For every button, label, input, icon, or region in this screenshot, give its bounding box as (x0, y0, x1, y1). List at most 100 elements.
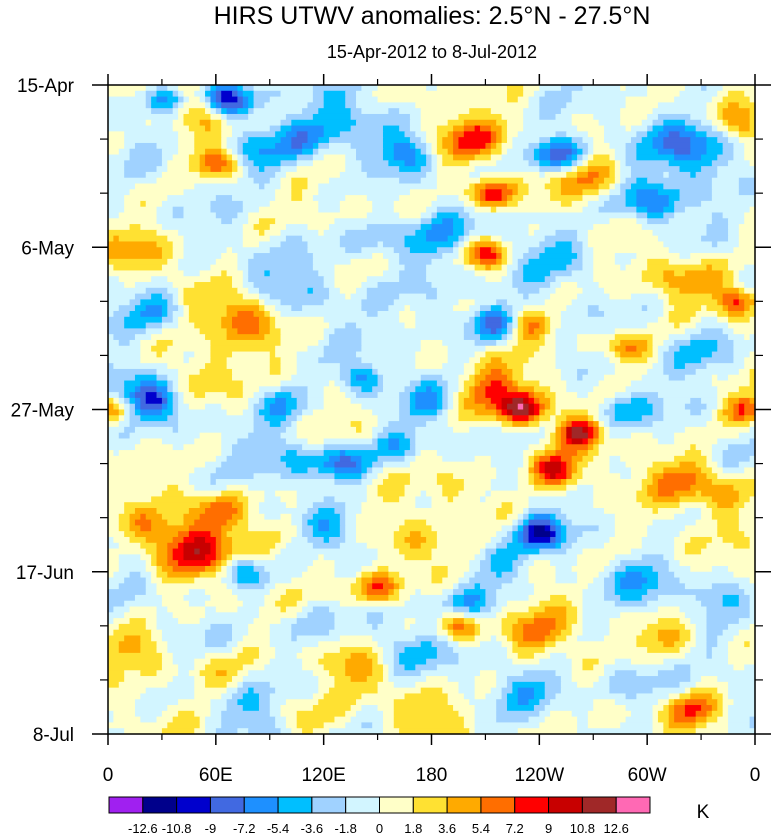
heatmap-cell (533, 693, 546, 700)
heatmap-cell (679, 195, 713, 202)
heatmap-cell (453, 131, 465, 138)
heatmap-cell (668, 160, 713, 167)
heatmap-cell (690, 444, 697, 451)
heatmap-cell (690, 687, 718, 695)
heatmap-cell (641, 571, 659, 579)
heatmap-cell (242, 229, 260, 237)
heatmap-cell (453, 618, 465, 625)
heatmap-cell (108, 264, 114, 272)
heatmap-cell (156, 554, 168, 561)
heatmap-cell (156, 508, 190, 515)
heatmap-cell (560, 183, 600, 190)
heatmap-cell (431, 641, 449, 648)
heatmap-cell (426, 131, 438, 138)
heatmap-cell (501, 357, 530, 364)
heatmap-cell (345, 710, 357, 718)
heatmap-cell (431, 502, 503, 509)
heatmap-cell (512, 241, 540, 248)
heatmap-cell (609, 195, 627, 202)
heatmap-cell (728, 218, 745, 225)
heatmap-cell (733, 664, 745, 671)
heatmap-cell (205, 392, 228, 399)
heatmap-cell (210, 357, 228, 364)
heatmap-cell (124, 166, 158, 173)
heatmap-cell (275, 131, 287, 138)
heatmap-cell (442, 392, 449, 399)
heatmap-cell (690, 148, 708, 156)
heatmap-cell (711, 652, 729, 660)
heatmap-cell (151, 293, 163, 300)
heatmap-cell (496, 716, 530, 724)
heatmap-cell (436, 618, 443, 625)
heatmap-cell (388, 432, 406, 440)
heatmap-cell (463, 224, 476, 231)
heatmap-cell (636, 253, 681, 260)
heatmap-cell (172, 380, 179, 387)
heatmap-cell (307, 183, 319, 190)
heatmap-cell (248, 432, 282, 440)
heatmap-cell (221, 119, 228, 127)
heatmap-cell (415, 322, 465, 329)
heatmap-cell (167, 386, 174, 393)
heatmap-cell (442, 374, 460, 382)
heatmap-cell (258, 502, 287, 509)
heatmap-cell (447, 571, 465, 579)
heatmap-cell (436, 154, 443, 161)
heatmap-cell (232, 525, 249, 532)
heatmap-cell (609, 154, 616, 161)
heatmap-cell (587, 160, 616, 167)
heatmap-cell (695, 473, 708, 480)
heatmap-cell (345, 293, 352, 300)
heatmap-cell (151, 345, 168, 353)
heatmap-cell (501, 142, 513, 150)
heatmap-cell (280, 728, 292, 735)
heatmap-cell (469, 108, 492, 115)
heatmap-cell (614, 554, 643, 561)
heatmap-cell (172, 310, 185, 318)
heatmap-cell (323, 229, 346, 237)
heatmap-cell (307, 345, 325, 353)
heatmap-cell (350, 397, 400, 405)
heatmap-cell (647, 531, 681, 538)
heatmap-cell (221, 125, 233, 132)
heatmap-cell (474, 166, 540, 173)
heatmap-cell (663, 270, 675, 277)
heatmap-cell (690, 113, 708, 121)
heatmap-cell (226, 357, 271, 364)
heatmap-cell (657, 484, 691, 492)
heatmap-cell (253, 108, 303, 115)
heatmap-cell (647, 577, 659, 584)
heatmap-cell (539, 455, 551, 463)
heatmap-cell (307, 287, 314, 295)
heatmap-cell (118, 560, 147, 567)
heatmap-cell (577, 450, 589, 457)
heatmap-cell (544, 328, 551, 335)
heatmap-cell (275, 542, 287, 550)
heatmap-cell (237, 571, 260, 579)
heatmap-cell (242, 235, 271, 243)
heatmap-cell (474, 386, 487, 393)
heatmap-cell (517, 519, 524, 526)
heatmap-cell (571, 426, 584, 434)
heatmap-cell (415, 310, 476, 318)
heatmap-cell (674, 513, 702, 521)
heatmap-cell (749, 594, 756, 602)
heatmap-cell (399, 316, 416, 324)
heatmap-cell (555, 363, 616, 370)
heatmap-cell (108, 142, 125, 150)
heatmap-cell (275, 322, 330, 329)
heatmap-cell (404, 322, 416, 329)
heatmap-cell (393, 710, 460, 718)
heatmap-cell (275, 554, 319, 561)
heatmap-cell (269, 548, 282, 555)
heatmap-cell (749, 623, 756, 631)
heatmap-cell (409, 397, 416, 405)
heatmap-cell (339, 450, 346, 457)
heatmap-cell (722, 629, 740, 637)
heatmap-cell (140, 310, 163, 318)
heatmap-cell (242, 96, 249, 103)
heatmap-cell (679, 618, 691, 625)
heatmap-cell (258, 705, 271, 712)
heatmap-cell (399, 438, 411, 445)
heatmap-cell (733, 276, 740, 283)
